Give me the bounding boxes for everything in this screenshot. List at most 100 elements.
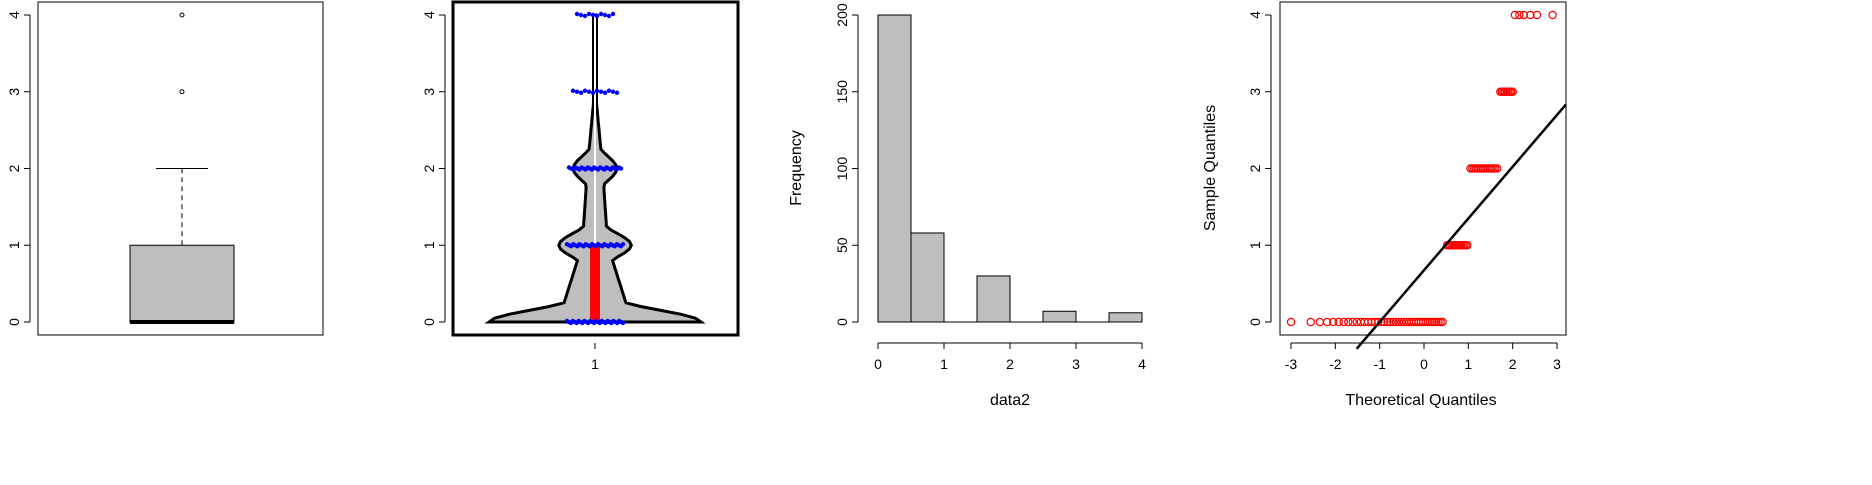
x-tick-label: 2 — [1006, 356, 1014, 372]
histogram-bar — [910, 232, 945, 323]
data-point — [610, 89, 616, 94]
x-tick-label: 0 — [1420, 356, 1428, 372]
histogram-bar — [976, 275, 1011, 323]
qq-point — [1510, 10, 1520, 20]
x-tick-label: -2 — [1329, 356, 1342, 372]
x-axis-label: Theoretical Quantiles — [1345, 392, 1496, 409]
boxplot-panel: 0 1 2 3 4 — [6, 1, 324, 336]
y-tick-label: 100 — [834, 157, 850, 181]
qq-point — [1348, 317, 1357, 327]
data-point — [594, 88, 600, 93]
data-point — [620, 320, 626, 326]
qq-plot-panel: 0 1 2 3 4 -3 -2 -1 0 1 2 3 Theoretical Quantiles Samp… — [1202, 1, 1567, 409]
qq-point — [1386, 317, 1395, 327]
box — [129, 244, 235, 323]
data-point — [598, 11, 604, 17]
y-tick-label: 0 — [421, 318, 437, 326]
x-tick-label: 0 — [874, 356, 882, 372]
x-tick-label: 4 — [1138, 356, 1146, 372]
y-tick-label: 1 — [1247, 241, 1263, 249]
x-tick-label: 3 — [1553, 356, 1561, 372]
data-point — [574, 89, 580, 94]
y-tick-label: 4 — [6, 11, 22, 19]
y-tick-label: 200 — [834, 3, 850, 27]
y-tick-label: 3 — [421, 88, 437, 96]
y-axis-label: Sample Quantiles — [1202, 105, 1219, 231]
data-point — [602, 12, 608, 18]
data-point — [590, 12, 596, 18]
x-tick-label: 1 — [1464, 356, 1472, 372]
y-tick-label: 0 — [1247, 318, 1263, 326]
data-point — [586, 11, 592, 17]
y-tick-label: 3 — [6, 88, 22, 96]
data-point — [618, 166, 624, 171]
data-point — [606, 88, 612, 93]
x-tick-label: 1 — [940, 356, 948, 372]
x-tick-label: -3 — [1285, 356, 1298, 372]
histogram-panel: 0 50 100 150 200 0 1 2 3 4 data2 Frequency — [788, 3, 1146, 409]
y-tick-label: 2 — [421, 164, 437, 172]
outlier-point — [179, 89, 185, 95]
y-tick-label: 1 — [6, 241, 22, 249]
x-axis-label: data2 — [990, 392, 1030, 409]
data-point — [586, 89, 592, 94]
violin-panel: 0 1 2 3 4 1 — [421, 0, 740, 372]
qq-point — [1438, 317, 1447, 327]
qq-point — [1532, 10, 1542, 20]
y-tick-label: 150 — [834, 80, 850, 104]
qq-point — [1492, 164, 1502, 173]
plot-frame — [1279, 1, 1567, 336]
y-tick-label: 2 — [1247, 164, 1263, 172]
qq-point — [1344, 317, 1353, 327]
qq-point — [1383, 317, 1392, 327]
data-point — [594, 13, 600, 19]
qq-point — [1508, 87, 1517, 96]
y-tick-label: 1 — [421, 241, 437, 249]
y-axis-label: Frequency — [788, 130, 805, 206]
qq-point — [1548, 10, 1557, 20]
data-point — [578, 12, 584, 18]
y-tick-label: 4 — [421, 11, 437, 19]
y-tick-label: 2 — [6, 164, 22, 172]
x-tick-label: 2 — [1509, 356, 1517, 372]
qq-point — [1515, 10, 1524, 20]
data-point — [590, 90, 596, 95]
histogram-bar — [1042, 310, 1077, 323]
plot-frame — [37, 1, 324, 336]
data-point — [582, 13, 588, 19]
iqr-box — [590, 245, 600, 322]
qq-point — [1423, 317, 1433, 327]
data-point — [598, 89, 604, 94]
y-tick-label: 3 — [1247, 88, 1263, 96]
qq-point — [1315, 317, 1325, 327]
y-tick-label: 0 — [834, 318, 850, 326]
data-point — [614, 90, 620, 95]
qq-point — [1394, 317, 1403, 327]
x-tick-label: -1 — [1373, 356, 1386, 372]
data-point — [602, 90, 608, 95]
qq-point — [1306, 317, 1315, 327]
x-tick-label: 3 — [1072, 356, 1080, 372]
histogram-bar — [1108, 312, 1143, 323]
data-point — [610, 11, 616, 17]
qq-point — [1328, 317, 1338, 327]
histogram-bar — [877, 14, 912, 323]
qq-point — [1463, 241, 1472, 250]
qq-point — [1286, 317, 1296, 327]
qq-reference-line — [1355, 103, 1567, 350]
data-point — [578, 90, 584, 95]
data-point — [606, 13, 612, 19]
qq-point — [1425, 317, 1435, 327]
data-point — [570, 88, 576, 93]
data-point — [574, 11, 580, 17]
outlier-point — [179, 12, 185, 18]
data-point — [582, 88, 588, 93]
qq-point — [1391, 317, 1401, 327]
y-tick-label: 50 — [834, 237, 850, 253]
qq-point — [1334, 317, 1343, 327]
y-tick-label: 4 — [1247, 11, 1263, 19]
qq-point — [1388, 317, 1398, 327]
x-tick-label: 1 — [591, 356, 599, 372]
plot-frame — [451, 0, 740, 337]
